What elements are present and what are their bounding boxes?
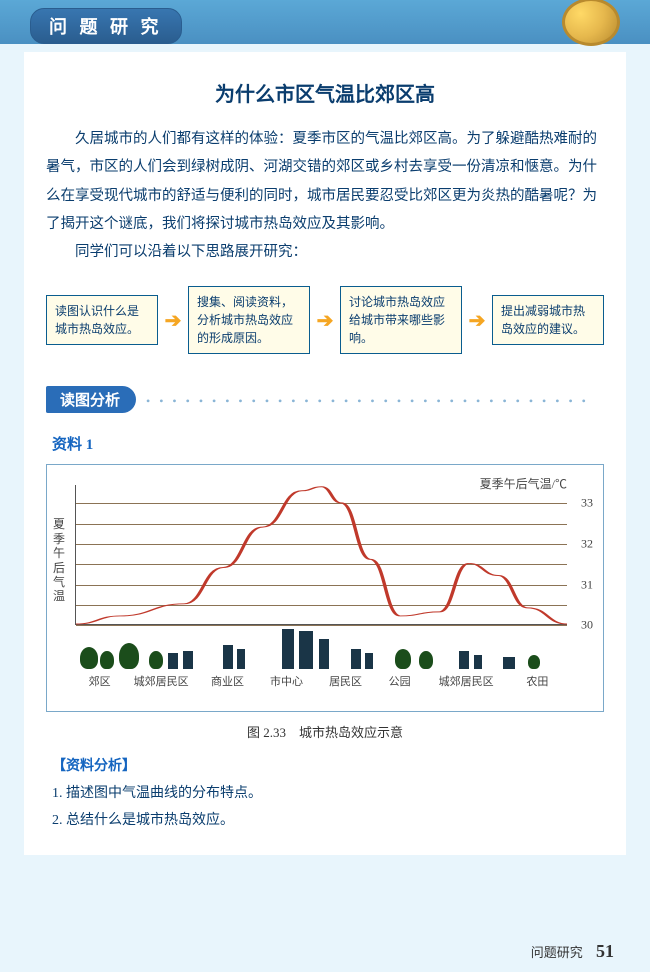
arrow-icon: ➔ <box>317 308 334 333</box>
figure-caption: 图 2.33 城市热岛效应示意 <box>46 722 604 741</box>
header-pill: 问 题 研 究 <box>30 8 182 44</box>
analysis-head: 【资料分析】 <box>52 755 604 775</box>
page-title: 为什么市区气温比郊区高 <box>46 78 604 107</box>
question-2: 2. 总结什么是城市热岛效应。 <box>52 808 604 835</box>
header-bar: 问 题 研 究 <box>0 0 650 44</box>
arrow-icon: ➔ <box>469 308 486 333</box>
page: 问 题 研 究 为什么市区气温比郊区高 久居城市的人们都有这样的体验：夏季市区的… <box>0 0 650 972</box>
page-footer: 问题研究 51 <box>531 941 614 962</box>
chart-x-labels: 郊区城郊居民区商业区市中心居民区公园城郊居民区农田 <box>75 673 567 689</box>
magnifier-icon <box>562 0 620 46</box>
city-silhouette <box>75 627 567 669</box>
intro-para-2: 同学们可以沿着以下思路展开研究： <box>46 238 604 266</box>
flow-row: 读图认识什么是城市热岛效应。 ➔ 搜集、阅读资料，分析城市热岛效应的形成原因。 … <box>46 286 604 354</box>
flow-box-2: 搜集、阅读资料，分析城市热岛效应的形成原因。 <box>188 286 310 354</box>
section-row: 读图分析 • • • • • • • • • • • • • • • • • •… <box>46 380 604 421</box>
flow-box-3: 讨论城市热岛效应给城市带来哪些影响。 <box>340 286 462 354</box>
intro-para-1: 久居城市的人们都有这样的体验：夏季市区的气温比郊区高。为了躲避酷热难耐的暑气，市… <box>46 125 604 238</box>
material-label: 资料 1 <box>52 433 604 454</box>
chart-plot-area: 30313233 <box>75 485 567 625</box>
content-area: 为什么市区气温比郊区高 久居城市的人们都有这样的体验：夏季市区的气温比郊区高。为… <box>24 52 626 855</box>
arrow-icon: ➔ <box>165 308 182 333</box>
question-1: 1. 描述图中气温曲线的分布特点。 <box>52 781 604 808</box>
section-tag: 读图分析 <box>46 386 136 413</box>
chart-container: 夏季午后气温/℃ 夏季午后气温 30313233 <box>46 464 604 712</box>
flow-box-1: 读图认识什么是城市热岛效应。 <box>46 295 158 345</box>
chart-inner: 夏季午后气温/℃ 夏季午后气温 30313233 <box>53 475 597 705</box>
chart-y-label: 夏季午后气温 <box>53 517 67 603</box>
dots-decoration: • • • • • • • • • • • • • • • • • • • • … <box>146 394 589 409</box>
chart-curve <box>76 485 567 624</box>
flow-box-4: 提出减弱城市热岛效应的建议。 <box>492 295 604 345</box>
page-number: 51 <box>596 941 614 961</box>
footer-label: 问题研究 <box>531 945 583 960</box>
